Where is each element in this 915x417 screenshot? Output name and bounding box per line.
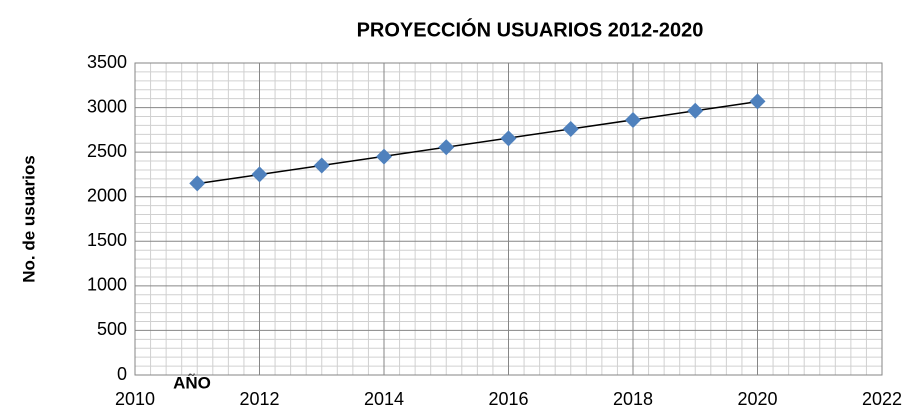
trendline [197, 100, 758, 185]
marker [438, 139, 455, 156]
marker [500, 130, 517, 147]
y-tick-label: 3500 [87, 52, 127, 72]
x-tick-label: 2016 [488, 389, 528, 409]
marker [189, 175, 206, 192]
marker [687, 102, 704, 119]
x-tick-label: 2022 [862, 389, 902, 409]
y-tick-label: 500 [97, 319, 127, 339]
y-tick-label: 1500 [87, 230, 127, 250]
plot-border [134, 62, 883, 376]
y-tick-label: 2000 [87, 185, 127, 205]
marker [376, 148, 392, 165]
x-tick-label: 2012 [239, 389, 279, 409]
y-tick-label: 2500 [87, 141, 127, 161]
y-tick-label: 0 [117, 364, 127, 384]
marker [251, 166, 268, 183]
marker [562, 120, 579, 137]
x-tick-label: 2018 [613, 389, 653, 409]
y-tick-label: 1000 [87, 275, 127, 295]
y-tick-label: 3000 [87, 96, 127, 116]
y-axis-label: No. de usuarios [19, 155, 38, 283]
x-tick-label: 2014 [364, 389, 404, 409]
chart-title: PROYECCIÓN USUARIOS 2012-2020 [357, 17, 704, 41]
x-tick-label: 2020 [737, 389, 777, 409]
marker [313, 157, 330, 174]
x-tick-label: 2010 [115, 389, 155, 409]
marker [625, 112, 641, 129]
x-axis-label: AÑO [173, 372, 211, 392]
marker [749, 93, 766, 110]
